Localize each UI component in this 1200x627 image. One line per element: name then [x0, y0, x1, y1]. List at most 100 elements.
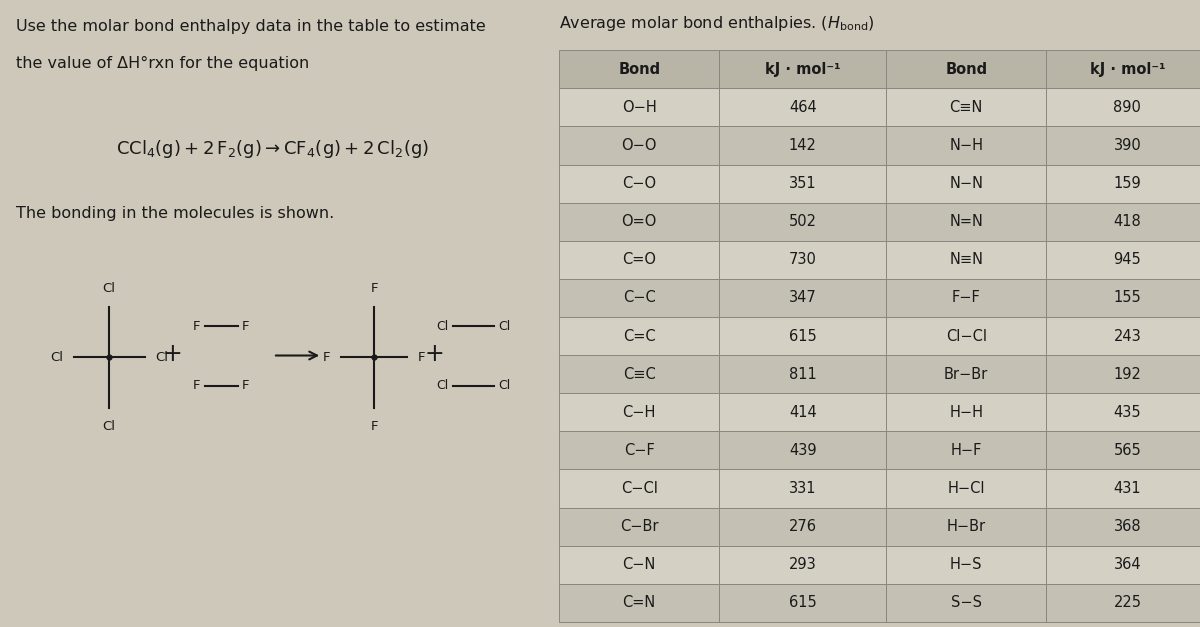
Text: 347: 347 [788, 290, 816, 305]
Bar [559, 393, 719, 431]
Text: O=O: O=O [622, 214, 656, 229]
Text: H−S: H−S [950, 557, 983, 572]
Bar [886, 545, 1046, 584]
Text: 431: 431 [1114, 481, 1141, 496]
Bar [559, 88, 719, 127]
Text: Cl: Cl [103, 420, 115, 433]
Text: 364: 364 [1114, 557, 1141, 572]
Bar [719, 431, 886, 470]
Text: C=C: C=C [623, 329, 655, 344]
Text: Cl: Cl [437, 379, 449, 392]
Text: 435: 435 [1114, 405, 1141, 420]
Bar [719, 355, 886, 393]
Bar [719, 203, 886, 241]
Bar [719, 508, 886, 545]
Text: 192: 192 [1114, 367, 1141, 382]
Bar [559, 545, 719, 584]
Text: kJ · mol⁻¹: kJ · mol⁻¹ [1090, 61, 1165, 76]
Bar [886, 317, 1046, 355]
Bar [719, 470, 886, 508]
Text: C−H: C−H [623, 405, 656, 420]
Bar [719, 393, 886, 431]
Bar [559, 203, 719, 241]
Text: Cl: Cl [103, 282, 115, 295]
Text: F: F [193, 320, 200, 332]
Text: F: F [242, 379, 250, 392]
Text: 159: 159 [1114, 176, 1141, 191]
Text: F: F [242, 320, 250, 332]
Bar [886, 393, 1046, 431]
Text: F: F [418, 351, 425, 364]
Bar [886, 431, 1046, 470]
Bar [1046, 203, 1200, 241]
Bar [1046, 393, 1200, 431]
Bar [1046, 279, 1200, 317]
Text: F: F [193, 379, 200, 392]
Text: N−N: N−N [949, 176, 983, 191]
Text: C≡N: C≡N [949, 100, 983, 115]
Text: 225: 225 [1114, 596, 1141, 611]
Bar [886, 203, 1046, 241]
Text: C−F: C−F [624, 443, 654, 458]
Bar [1046, 431, 1200, 470]
Text: 414: 414 [788, 405, 816, 420]
Text: S−S: S−S [950, 596, 982, 611]
Text: Bond: Bond [946, 61, 988, 76]
Bar [559, 164, 719, 203]
Text: C=N: C=N [623, 596, 656, 611]
Bar [719, 88, 886, 127]
Text: 890: 890 [1114, 100, 1141, 115]
Bar [559, 584, 719, 622]
Text: C−Br: C−Br [620, 519, 659, 534]
Text: N≡N: N≡N [949, 252, 983, 267]
Text: C−C: C−C [623, 290, 655, 305]
Text: C−O: C−O [622, 176, 656, 191]
Bar [886, 50, 1046, 88]
Bar [886, 279, 1046, 317]
Text: Cl: Cl [498, 379, 511, 392]
Bar [1046, 545, 1200, 584]
Text: 565: 565 [1114, 443, 1141, 458]
Text: C≡C: C≡C [623, 367, 655, 382]
Bar [886, 355, 1046, 393]
Text: 155: 155 [1114, 290, 1141, 305]
Text: 464: 464 [788, 100, 816, 115]
Text: F−F: F−F [952, 290, 980, 305]
Bar [1046, 317, 1200, 355]
Bar [559, 508, 719, 545]
Bar [1046, 88, 1200, 127]
Bar [719, 317, 886, 355]
Bar [886, 127, 1046, 164]
Bar [1046, 50, 1200, 88]
Bar [719, 127, 886, 164]
Bar [886, 470, 1046, 508]
Bar [1046, 164, 1200, 203]
Text: $\mathrm{CCl_4(g) + 2\,F_2(g) \rightarrow CF_4(g) + 2\,Cl_2(g)}$: $\mathrm{CCl_4(g) + 2\,F_2(g) \rightarro… [116, 138, 430, 160]
Text: O−O: O−O [622, 138, 656, 153]
Bar [886, 584, 1046, 622]
Bar [719, 584, 886, 622]
Text: kJ · mol⁻¹: kJ · mol⁻¹ [764, 61, 840, 76]
Text: 615: 615 [788, 596, 816, 611]
Text: Cl: Cl [498, 320, 511, 332]
Bar [559, 241, 719, 279]
Text: 276: 276 [788, 519, 817, 534]
Bar [559, 127, 719, 164]
Bar [886, 88, 1046, 127]
Bar [719, 164, 886, 203]
Bar [886, 508, 1046, 545]
Text: F: F [371, 420, 378, 433]
Text: N−H: N−H [949, 138, 983, 153]
Text: F: F [371, 282, 378, 295]
Bar [1046, 241, 1200, 279]
Text: 945: 945 [1114, 252, 1141, 267]
Text: 502: 502 [788, 214, 817, 229]
Bar [559, 279, 719, 317]
Bar [719, 241, 886, 279]
Text: 142: 142 [788, 138, 817, 153]
Text: Cl: Cl [437, 320, 449, 332]
Text: C−N: C−N [623, 557, 656, 572]
Text: O−H: O−H [622, 100, 656, 115]
Text: +: + [162, 342, 182, 366]
Bar [1046, 355, 1200, 393]
